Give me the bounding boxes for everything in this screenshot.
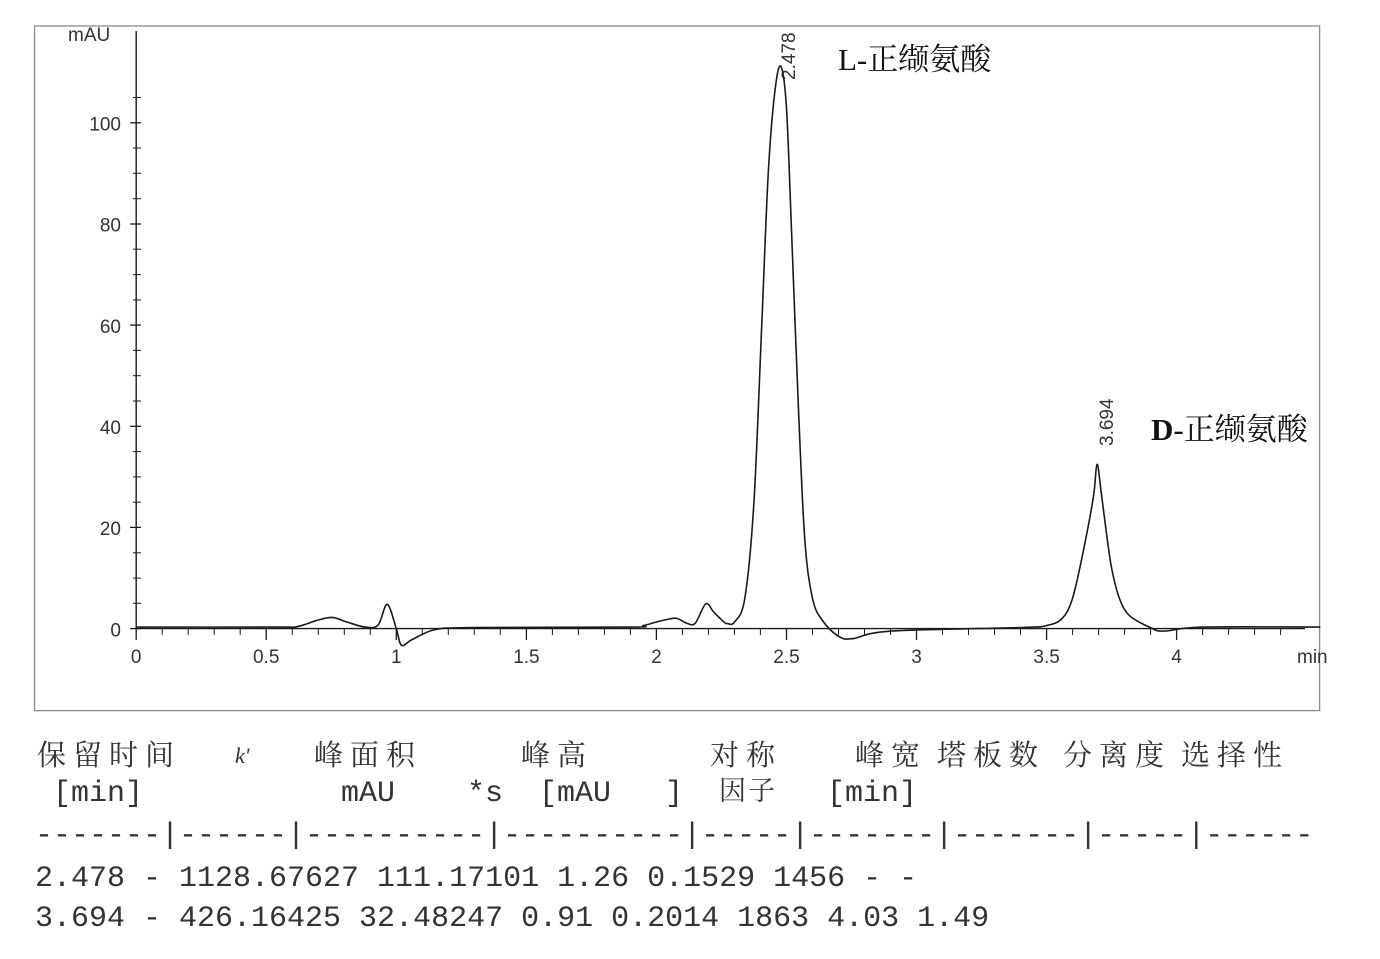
svg-text:-------|------|----------|----: -------|------|----------|----------|---…: [35, 819, 1313, 853]
svg-text:选择性: 选择性: [1181, 733, 1289, 774]
svg-text:100: 100: [89, 115, 121, 136]
svg-text:分离度: 分离度: [1063, 733, 1171, 774]
svg-text:1: 1: [391, 647, 402, 668]
svg-text:3.5: 3.5: [1033, 647, 1059, 668]
svg-text:峰高: 峰高: [521, 733, 593, 774]
svg-text:对称: 对称: [710, 733, 782, 774]
svg-text:0: 0: [110, 620, 121, 641]
svg-text:4: 4: [1171, 647, 1182, 668]
svg-text:[min]: [min]: [53, 777, 143, 811]
svg-text:[mAU: [mAU: [539, 777, 611, 811]
svg-text:因子: 因子: [719, 769, 777, 808]
svg-text:0: 0: [131, 647, 142, 668]
svg-text:*s: *s: [467, 777, 503, 811]
svg-text:0.5: 0.5: [253, 647, 279, 668]
svg-text:2.478 - 1128.67627 111.1: 2.478 - 1128.67627 111.17101 1.26 0.1529…: [35, 862, 917, 896]
svg-text:80: 80: [100, 216, 121, 237]
svg-text:峰宽: 峰宽: [855, 733, 927, 774]
svg-text:3.694: 3.694: [1097, 398, 1118, 446]
svg-text:20: 20: [100, 519, 121, 540]
svg-text:塔板数: 塔板数: [937, 733, 1045, 774]
svg-text:1.5: 1.5: [513, 647, 539, 668]
svg-text:保留时间: 保留时间: [37, 733, 181, 774]
svg-text:D-正缬氨酸: D-正缬氨酸: [1151, 404, 1309, 449]
svg-text:mAU: mAU: [68, 25, 110, 46]
svg-text:2: 2: [651, 647, 662, 668]
svg-text:]: ]: [665, 777, 683, 811]
svg-text:k': k': [235, 743, 250, 768]
svg-text:40: 40: [100, 418, 121, 439]
svg-text:[min]: [min]: [827, 777, 917, 811]
svg-text:3: 3: [911, 647, 922, 668]
svg-text:峰面积: 峰面积: [314, 733, 422, 774]
svg-text:mAU: mAU: [341, 777, 395, 811]
svg-text:60: 60: [100, 317, 121, 338]
svg-text:L-正缬氨酸: L-正缬氨酸: [838, 34, 992, 79]
svg-text:3.694 - 426.16425 32.4: 3.694 - 426.16425 32.48247 0.91 0.2014 1…: [35, 902, 989, 936]
svg-text:min: min: [1297, 647, 1328, 668]
svg-text:2.5: 2.5: [773, 647, 799, 668]
